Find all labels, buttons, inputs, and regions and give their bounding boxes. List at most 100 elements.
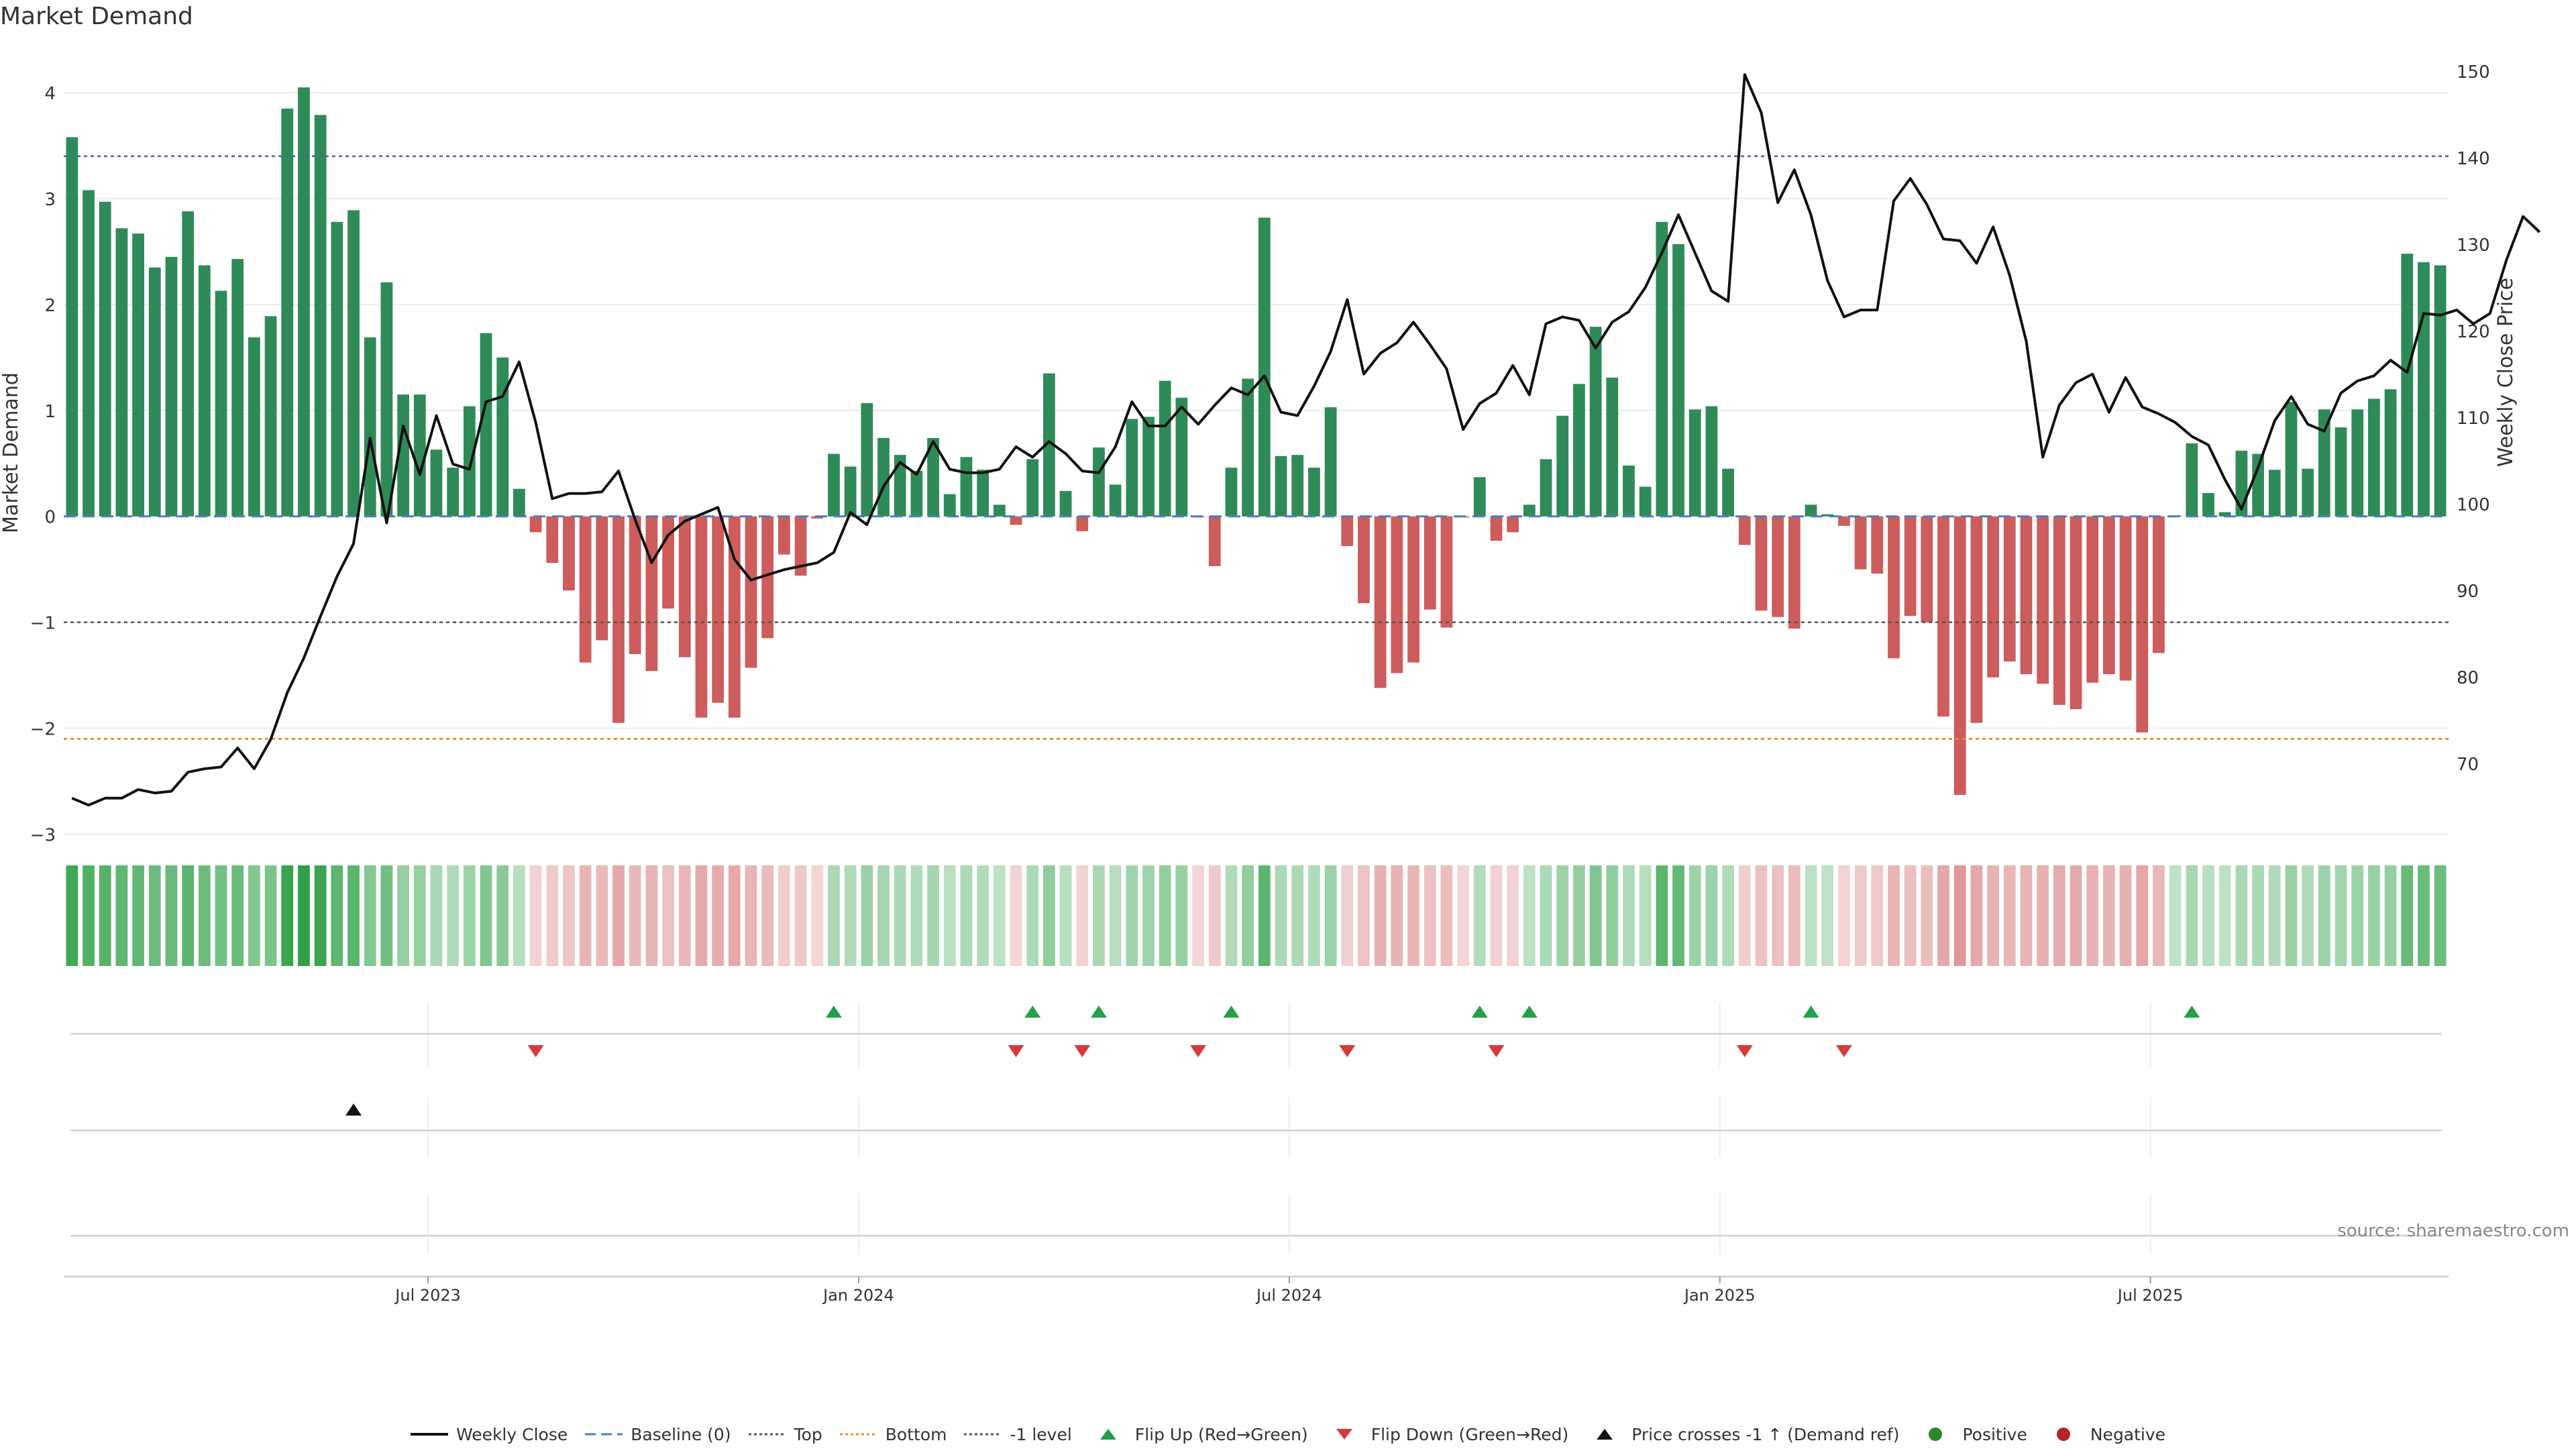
flip-up-marker: [2184, 1006, 2200, 1018]
demand-bar: [728, 516, 741, 718]
heat-strip-cell: [2334, 865, 2347, 966]
heat-strip-cell: [2119, 865, 2132, 966]
legend-item: Bottom: [839, 1424, 947, 1444]
heat-strip-cell: [1076, 865, 1089, 966]
demand-bar: [2119, 516, 2132, 681]
heat-strip-cell: [165, 865, 178, 966]
heat-strip-cell: [811, 865, 824, 966]
y-axis-label: Market Demand: [0, 372, 23, 533]
heat-strip-cell: [910, 865, 923, 966]
heat-strip-cell: [645, 865, 658, 966]
heat-strip-cell: [2186, 865, 2198, 966]
demand-bar: [861, 402, 873, 517]
legend-label: Bottom: [885, 1424, 947, 1444]
demand-bar: [712, 516, 724, 703]
heat-strip-cell: [2434, 865, 2447, 966]
demand-bar: [1175, 397, 1188, 517]
y-tick-label: 1: [44, 402, 56, 422]
heat-strip-cell: [66, 865, 78, 966]
heat-strip-cell: [2268, 865, 2281, 966]
heat-strip-cell: [2302, 865, 2314, 966]
flip-down-marker: [1488, 1045, 1505, 1057]
demand-bar: [894, 455, 906, 517]
demand-bar: [1374, 516, 1387, 688]
demand-bar: [529, 516, 542, 533]
heat-strip-cell: [1407, 865, 1419, 966]
legend: Weekly Close Baseline (0) Top Bottom -1 leve…: [0, 1421, 2576, 1448]
heat-strip-cell: [712, 865, 724, 966]
demand-bar: [347, 210, 360, 517]
heat-strip-cell: [215, 865, 227, 966]
demand-bar: [2103, 516, 2115, 674]
heat-strip-cell: [960, 865, 973, 966]
y-tick-label: −2: [30, 720, 56, 740]
demand-bar: [2003, 516, 2016, 662]
demand-bar: [1722, 468, 1734, 517]
heat-strip-cell: [877, 865, 890, 966]
demand-bar: [563, 516, 575, 591]
demand-bar: [1291, 455, 1304, 517]
demand-bar: [1788, 516, 1801, 629]
demand-bar: [910, 470, 923, 517]
demand-bar: [1805, 504, 1817, 517]
flip-up-marker: [1471, 1006, 1488, 1018]
demand-bar: [314, 115, 327, 517]
flip-up-marker: [1024, 1006, 1041, 1018]
legend-swatch-icon: [839, 1433, 877, 1436]
flip-up-marker: [1803, 1006, 1819, 1018]
demand-bar: [115, 228, 128, 517]
heat-strip-cell: [1573, 865, 1585, 966]
heat-strip-cell: [132, 865, 144, 966]
y-tick-label: 4: [44, 84, 56, 104]
heat-strip-cell: [1308, 865, 1320, 966]
heat-strip-cell: [894, 865, 906, 966]
flip-up-marker: [1090, 1006, 1107, 1018]
heat-strip-cell: [148, 865, 161, 966]
heat-strip-cell: [1540, 865, 1552, 966]
demand-bar: [1623, 465, 1635, 517]
demand-bar: [877, 437, 890, 517]
demand-bar: [1672, 244, 1684, 517]
heat-strip-cell: [1457, 865, 1469, 966]
heat-strip-cell: [1391, 865, 1403, 966]
demand-bar: [2037, 516, 2049, 684]
demand-bar: [198, 265, 211, 517]
heat-strip-cell: [2003, 865, 2016, 966]
heat-strip-cell: [1821, 865, 1834, 966]
demand-bar: [1109, 484, 1122, 517]
demand-bar: [1026, 459, 1039, 517]
heat-strip-cell: [1672, 865, 1684, 966]
heat-strip-cell: [2136, 865, 2149, 966]
heat-strip-cell: [83, 865, 95, 966]
demand-bar: [1755, 516, 1768, 611]
heat-strip-cell: [728, 865, 741, 966]
heat-strip-cell: [397, 865, 409, 966]
heat-strip-cell: [1772, 865, 1784, 966]
demand-bar: [1738, 516, 1751, 545]
heat-strip-cell: [447, 865, 460, 966]
heat-strip-cell: [662, 865, 674, 966]
y2-tick-label: 100: [2457, 495, 2490, 515]
y2-tick-label: 120: [2457, 322, 2490, 342]
y2-tick-label: 70: [2457, 755, 2479, 775]
demand-bar: [215, 290, 227, 517]
heat-strip-cell: [364, 865, 376, 966]
heat-strip-cell: [1242, 865, 1254, 966]
y-tick-label: −1: [30, 614, 56, 634]
heat-strip-cell: [1291, 865, 1304, 966]
demand-bar: [1490, 516, 1503, 541]
demand-bar: [331, 221, 343, 517]
demand-bar: [1921, 516, 1933, 623]
heat-strip-cell: [1059, 865, 1072, 966]
demand-bar: [1159, 380, 1171, 517]
heat-strip-cell: [794, 865, 807, 966]
flip-up-marker: [1223, 1006, 1240, 1018]
legend-swatch-icon: [410, 1433, 448, 1436]
heat-strip-cell: [1871, 865, 1884, 966]
demand-bar: [1871, 516, 1884, 574]
flip-down-marker: [1339, 1045, 1356, 1057]
heat-strip-cell: [248, 865, 260, 966]
heat-strip-cell: [1109, 865, 1122, 966]
demand-bar: [1540, 459, 1552, 517]
